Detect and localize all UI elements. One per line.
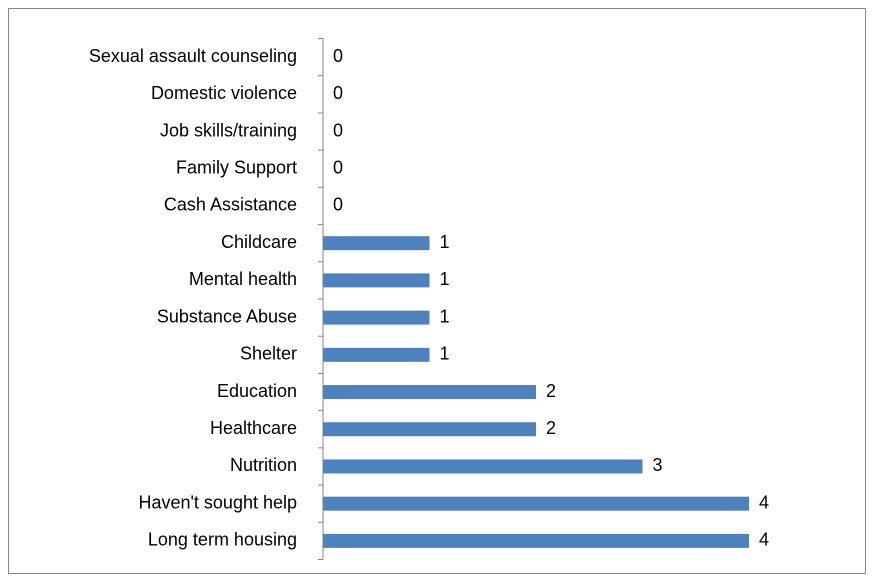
bar [323,459,643,474]
data-label: 4 [759,530,769,550]
data-label: 1 [440,344,450,364]
y-tick-label: Family Support [176,158,297,178]
y-tick-label: Job skills/training [160,120,297,140]
y-tick-label: Haven't sought help [138,492,297,512]
bar [323,273,430,288]
y-tick-label: Education [217,381,297,401]
bar [323,496,749,511]
data-label: 1 [440,306,450,326]
data-label: 0 [333,158,343,178]
data-label: 1 [440,232,450,252]
bar [323,385,536,400]
y-tick-label: Healthcare [210,418,297,438]
chart-frame [8,8,866,574]
data-label: 1 [440,269,450,289]
y-tick-label: Cash Assistance [164,195,297,215]
data-label: 0 [333,46,343,66]
y-tick-label: Shelter [240,344,297,364]
y-tick-label: Mental health [189,269,297,289]
y-tick-label: Substance Abuse [157,306,297,326]
y-tick-label: Long term housing [148,530,297,550]
bar [323,347,430,362]
bar [323,310,430,325]
data-label: 4 [759,492,769,512]
bar [323,533,749,548]
data-label: 3 [653,455,663,475]
y-tick-label: Domestic violence [151,83,297,103]
bar [323,422,536,437]
data-label: 0 [333,195,343,215]
y-tick-label: Childcare [221,232,297,252]
bar [323,236,430,251]
y-tick-label: Sexual assault counseling [89,46,297,66]
y-tick-label: Nutrition [230,455,297,475]
data-label: 0 [333,120,343,140]
data-label: 2 [546,418,556,438]
data-label: 2 [546,381,556,401]
data-label: 0 [333,83,343,103]
